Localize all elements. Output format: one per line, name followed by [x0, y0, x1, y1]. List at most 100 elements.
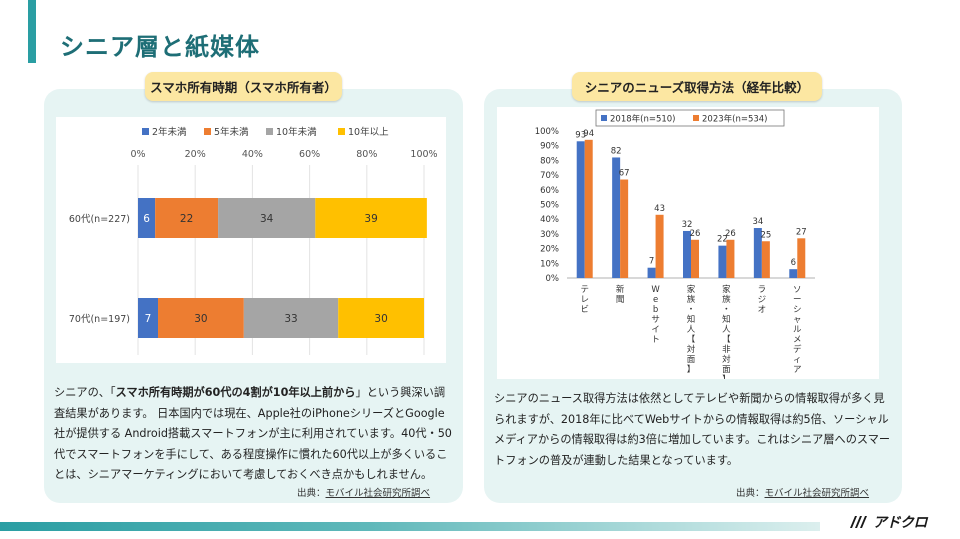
y-tick-label: 30%	[540, 230, 559, 240]
y-tick-label: 40%	[540, 215, 559, 225]
legend-swatch	[266, 128, 273, 135]
bar-segment	[155, 198, 219, 238]
bar	[620, 179, 629, 278]
legend-label: 10年以上	[348, 126, 389, 138]
x-tick-label: 40%	[242, 149, 263, 160]
bar	[647, 267, 656, 278]
y-tick-label: 100%	[535, 127, 559, 137]
y-tick-label: 60%	[540, 186, 559, 196]
x-tick-label: 100%	[410, 149, 437, 160]
x-tick-label: 80%	[356, 149, 377, 160]
category-label: 家族・知人【非対面】	[722, 284, 731, 379]
y-tick-label: 20%	[540, 245, 559, 255]
left-chart-heading: スマホ所有時期（スマホ所有者）	[145, 72, 342, 101]
category-label: ソーシャルメディア	[793, 285, 802, 375]
footer-gradient-bar	[0, 522, 820, 531]
bar	[576, 141, 585, 278]
bar	[584, 139, 593, 278]
bar	[726, 239, 735, 278]
bar-segment	[158, 298, 244, 338]
left-description-emphasis: スマホ所有時期が60代の4割が10年以上前から	[115, 386, 356, 399]
data-label: 43	[654, 204, 665, 214]
left-source-link[interactable]: モバイル社会研究所調べ	[325, 488, 431, 499]
data-label: 34	[260, 213, 274, 225]
legend-swatch	[204, 128, 211, 135]
smartphone-ownership-chart: 2年未満 5年未満 10年未満 10年以上 0% 20% 40% 60% 80% 100% 60代(…	[56, 117, 446, 363]
data-label: 6	[143, 213, 150, 225]
legend-box	[595, 109, 785, 127]
logo-stripes-icon	[850, 516, 867, 528]
bar	[683, 230, 691, 278]
legend-swatch	[142, 128, 149, 135]
bar-segment	[315, 198, 427, 238]
data-label: 32	[682, 220, 693, 230]
data-label: 26	[725, 229, 736, 239]
bar-segment	[338, 298, 424, 338]
bar	[761, 241, 770, 278]
category-label: ラジオ	[758, 285, 767, 315]
bar	[789, 269, 798, 278]
legend-label: 10年未満	[276, 126, 317, 138]
right-source-link[interactable]: モバイル社会研究所調べ	[764, 488, 870, 499]
y-tick-label: 0%	[546, 274, 560, 284]
right-chart-heading: シニアのニューズ取得方法（経年比較）	[572, 72, 822, 101]
category-label: 70代(n=197)	[69, 314, 130, 325]
bar	[753, 228, 762, 278]
bar-segment	[218, 198, 316, 238]
data-label: 82	[611, 146, 622, 156]
y-tick-label: 90%	[540, 142, 559, 152]
data-label: 34	[752, 217, 763, 227]
data-label: 93	[575, 130, 586, 140]
y-tick-label: 70%	[540, 171, 559, 181]
left-source: 出典：モバイル社会研究所調べ	[297, 485, 430, 499]
left-description-suffix: 」という興深い調査結果があります。 日本国内では現在、Apple社のiPhone…	[54, 386, 452, 481]
left-description: シニアの、「スマホ所有時期が60代の4割が10年以上前から」という興深い調査結果…	[54, 383, 454, 486]
data-label: 7	[145, 313, 152, 325]
x-tick-label: 0%	[130, 149, 145, 160]
y-tick-label: 80%	[540, 156, 559, 166]
data-label: 39	[364, 213, 377, 225]
bar	[612, 157, 621, 278]
brand-logo: アドクロ	[848, 511, 928, 533]
legend-label: 5年未満	[214, 126, 249, 138]
legend-swatch	[693, 115, 699, 121]
data-label: 94	[583, 129, 594, 139]
data-label: 27	[796, 227, 807, 237]
data-label: 6	[791, 258, 796, 268]
legend-label: 2年未満	[152, 126, 187, 138]
legend-swatch	[601, 115, 607, 121]
right-description: シニアのニュース取得方法は依然としてテレビや新聞からの情報取得が多く見られますが…	[494, 392, 891, 467]
category-label: テレビ	[580, 285, 589, 315]
page-title: シニア層と紙媒体	[60, 33, 260, 61]
right-source: 出典：モバイル社会研究所調べ	[736, 485, 869, 499]
news-source-chart: 2018年(n=510) 2023年(n=534) 0% 10% 20% 30% 40% 50…	[497, 107, 879, 385]
bar	[797, 238, 806, 278]
y-tick-label: 50%	[540, 201, 559, 211]
data-label: 22	[717, 235, 728, 245]
data-label: 22	[180, 213, 193, 225]
left-description-prefix: シニアの、「	[54, 386, 116, 399]
category-label: 60代(n=227)	[69, 214, 130, 225]
bar-segment	[243, 298, 339, 338]
smartphone-ownership-chart-svg: 2年未満 5年未満 10年未満 10年以上 0% 20% 40% 60% 80% 100% 60代(…	[69, 126, 438, 355]
title-accent-bar	[28, 0, 36, 63]
logo-text: アドクロ	[873, 515, 928, 531]
y-tick-label: 10%	[540, 259, 559, 269]
bar-segment	[138, 198, 156, 238]
legend-swatch	[338, 128, 345, 135]
bar-segment	[138, 298, 159, 338]
bar	[718, 245, 727, 278]
data-label: 30	[374, 313, 387, 325]
x-tick-label: 20%	[185, 149, 206, 160]
data-label: 26	[690, 229, 701, 239]
news-source-chart-svg: 2018年(n=510) 2023年(n=534) 0% 10% 20% 30% 40% 50…	[535, 109, 815, 385]
left-source-prefix: 出典：	[297, 488, 326, 499]
bar	[691, 239, 699, 278]
bar	[655, 214, 664, 278]
legend-label: 2023年(n=534)	[702, 114, 768, 125]
category-label: 新聞	[616, 284, 625, 305]
data-label: 33	[284, 313, 297, 325]
data-label: 30	[194, 313, 207, 325]
x-tick-label: 60%	[299, 149, 320, 160]
